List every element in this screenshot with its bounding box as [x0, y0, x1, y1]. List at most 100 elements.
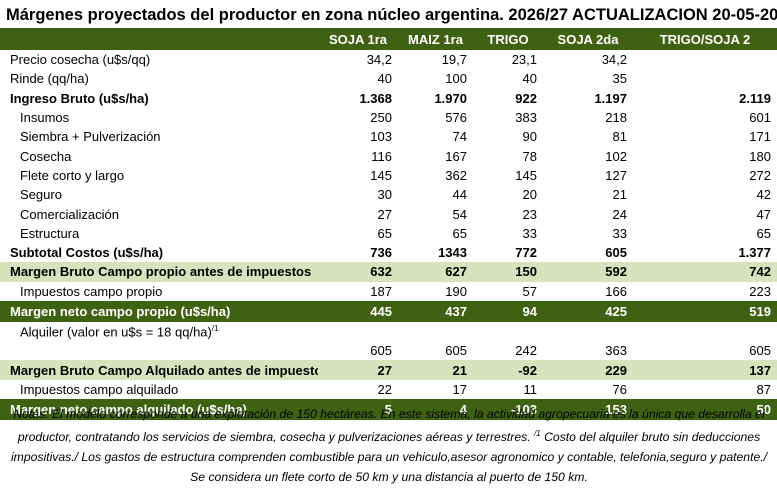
cell-value: 166 [605, 283, 627, 299]
cell-value: 601 [749, 110, 771, 126]
table-row: Comercialización 27 54 23 24 47 [0, 204, 777, 223]
cell-value: 40 [377, 71, 392, 87]
footnotes: Notas: El modelo corresponde a una explo… [3, 404, 775, 487]
column-header: TRIGO/SOJA 2 [633, 28, 777, 50]
column-header: SOJA 1ra [318, 28, 398, 50]
cell-value: 1.377 [738, 245, 771, 261]
table-header-row: SOJA 1ra MAIZ 1ra TRIGO SOJA 2da TRIGO/S… [0, 28, 777, 50]
cell-value: 153 [543, 399, 633, 421]
row-label-text: Rinde (qq/ha) [10, 71, 89, 87]
table-row: Margen Bruto Campo propio antes de impue… [0, 262, 777, 282]
row-label: Subtotal Costos (u$s/ha) [0, 243, 318, 262]
cell-value: 2.119 [739, 90, 771, 106]
cell-value: 23,1 [511, 52, 537, 68]
column-header: MAIZ 1ra [398, 28, 473, 50]
table-row: Margen neto campo propio (u$s/ha) 445 437 9… [0, 300, 777, 322]
cell-value: 445 [318, 300, 398, 322]
page-title: Márgenes proyectados del productor en zo… [6, 6, 777, 24]
row-label: Seguro [0, 185, 318, 204]
cell-value: 1343 [438, 245, 467, 261]
cell-value: 605 [605, 245, 627, 261]
cell-value: 33 [612, 225, 627, 241]
table-row: Impuestos campo alquilado 22 17 11 76 87 [0, 380, 777, 399]
row-label-text: Seguro [20, 187, 62, 203]
cell-value: 229 [543, 360, 633, 380]
row-label: Alquiler (valor en u$s = 18 qq/ha)/1 [0, 322, 318, 341]
cell-value: 11 [523, 381, 538, 397]
row-label: Margen neto campo alquilado (u$s/ha) [0, 399, 318, 421]
row-label: Impuestos campo propio [0, 282, 318, 301]
cell-value: 242 [515, 343, 537, 359]
cell-value: 20 [522, 187, 537, 203]
cell-value [633, 322, 777, 341]
row-label: Comercialización [0, 204, 318, 223]
row-label-text: Siembra + Pulverización [20, 129, 161, 145]
cell-value: 23 [522, 206, 537, 222]
cell-value: 116 [371, 148, 392, 164]
cell-value: 27 [377, 206, 392, 222]
cell-value: 94 [473, 300, 543, 322]
cell-value [318, 322, 398, 341]
cell-value: 127 [605, 167, 627, 183]
cell-value: 65 [756, 225, 771, 241]
table-row: Alquiler (valor en u$s = 18 qq/ha)/1 [0, 322, 777, 341]
cell-value: 519 [633, 300, 777, 322]
table-row: Margen neto campo alquilado (u$s/ha) 5 4 -1… [0, 399, 777, 421]
row-label: Insumos [0, 108, 318, 127]
cell-value: 27 [318, 360, 398, 380]
cell-value: 592 [543, 262, 633, 282]
cell-value: 250 [370, 110, 392, 126]
row-label: Siembra + Pulverización [0, 127, 318, 146]
cell-value: 81 [612, 129, 627, 145]
row-label-text: Impuestos campo propio [20, 283, 163, 299]
row-label: Margen Bruto Campo propio antes de impue… [0, 262, 318, 282]
cell-value: 42 [756, 187, 771, 203]
row-label-text: Precio cosecha (u$s/qq) [10, 52, 151, 68]
cell-value: 34,2 [601, 52, 627, 68]
cell-value: 1.368 [359, 90, 392, 106]
table-row: Estructura 65 65 33 33 65 [0, 224, 777, 243]
cell-value: 171 [749, 129, 771, 145]
cell-value: 21 [612, 187, 627, 203]
cell-value: 44 [452, 187, 467, 203]
cell-value: 34,2 [366, 52, 392, 68]
cell-value: 145 [370, 167, 392, 183]
row-label-text: Margen Bruto Campo propio antes de impue… [10, 264, 312, 280]
cell-value: 4 [398, 399, 473, 421]
row-label: Margen neto campo propio (u$s/ha) [0, 300, 318, 322]
cell-value: 54 [452, 206, 467, 222]
cell-value: 772 [515, 245, 537, 261]
column-header: SOJA 2da [543, 28, 633, 50]
cell-value: 24 [612, 206, 627, 222]
cell-value: 362 [445, 167, 467, 183]
cell-value [633, 69, 777, 88]
cell-value: 223 [749, 283, 771, 299]
footnote-marker: /1 [534, 429, 541, 438]
cell-value: 742 [633, 262, 777, 282]
cell-value: 103 [370, 129, 392, 145]
row-label: Ingreso Bruto (u$s/ha) [0, 89, 318, 108]
cell-value: -92 [473, 360, 543, 380]
cell-value: 1.197 [594, 90, 627, 106]
cell-value: 57 [522, 283, 537, 299]
cell-value: 30 [377, 187, 392, 203]
cell-value: 187 [370, 283, 392, 299]
cell-value: 167 [445, 148, 467, 164]
cell-value [398, 322, 473, 341]
cell-value: 145 [515, 167, 537, 183]
table-row: Subtotal Costos (u$s/ha) 736 1343 772 605 1.3… [0, 243, 777, 262]
cell-value [633, 50, 777, 69]
cell-value: 218 [605, 110, 627, 126]
row-label-text: Margen neto campo propio (u$s/ha) [10, 303, 231, 319]
cell-value: 50 [633, 399, 777, 421]
cell-value: 180 [749, 148, 771, 164]
cell-value [543, 322, 633, 341]
row-label-text: Alquiler (valor en u$s = 18 qq/ha) [20, 324, 212, 340]
row-label-text: Cosecha [20, 148, 72, 164]
cell-value: 65 [452, 225, 467, 241]
row-label-text: Margen Bruto Campo Alquilado antes de im… [10, 362, 318, 378]
row-label-text: Margen neto campo alquilado (u$s/ha) [10, 402, 247, 418]
table-row: Precio cosecha (u$s/qq) 34,2 19,7 23,1 34,2 [0, 50, 777, 69]
cell-value: 605 [749, 343, 771, 359]
cell-value: 74 [452, 129, 467, 145]
